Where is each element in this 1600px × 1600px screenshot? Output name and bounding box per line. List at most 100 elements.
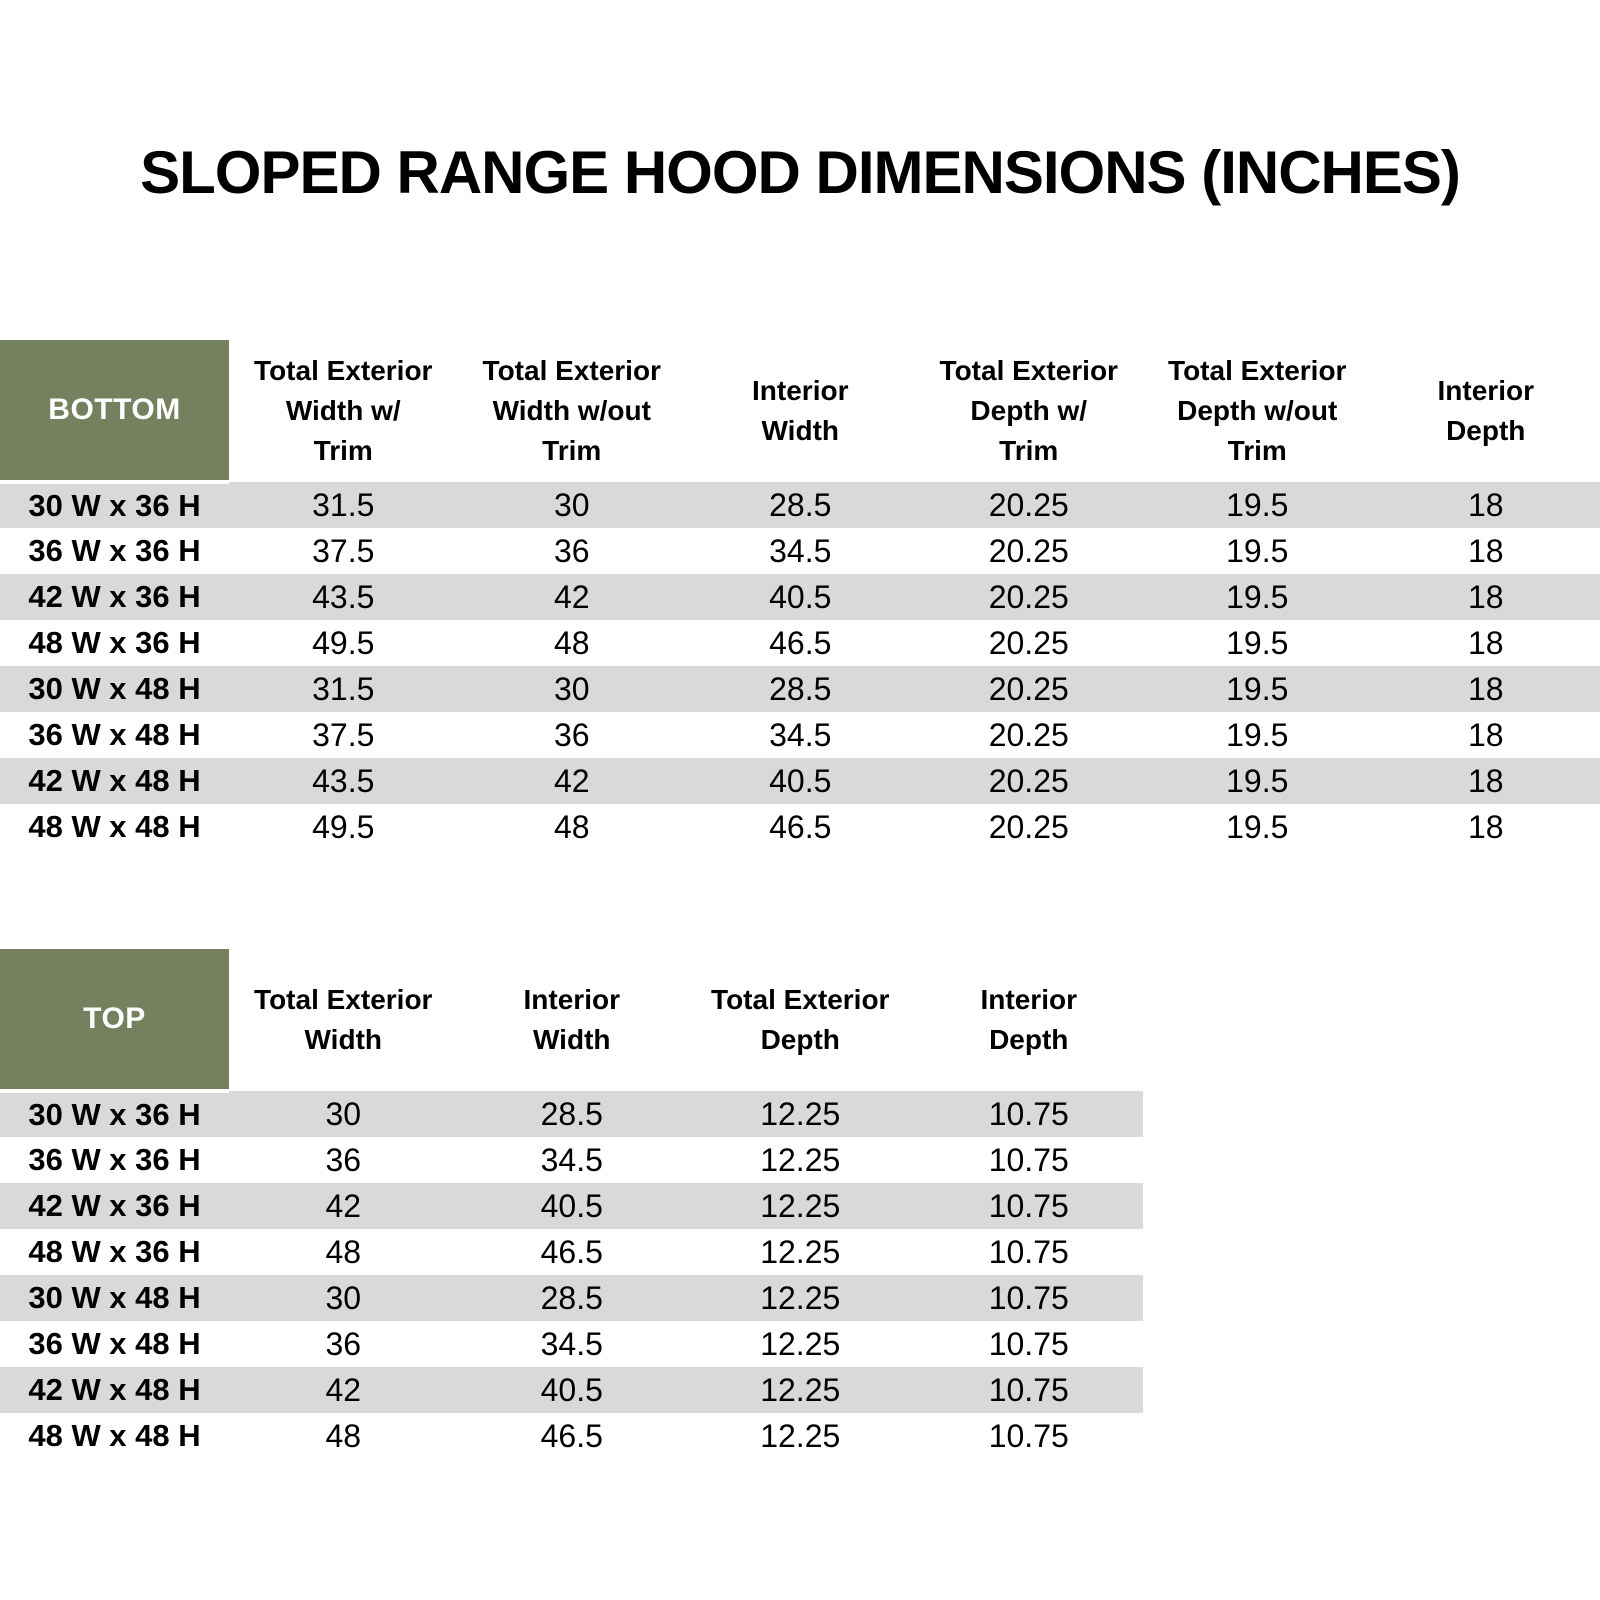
dimension-value: 30	[553, 670, 590, 707]
dimension-value: 12.25	[760, 1325, 841, 1362]
dimension-value: 10.75	[988, 1233, 1069, 1270]
dimension-value: 28.5	[769, 670, 832, 707]
top-header-row: TOP Total Exterior Width Interior Width …	[0, 949, 1143, 1093]
page-title: SLOPED RANGE HOOD DIMENSIONS (INCHES)	[140, 139, 1461, 206]
dimension-value: 48	[325, 1233, 362, 1270]
table-row: 36 W x 48 H 36 34.5 12.25 10.75	[0, 1321, 1143, 1367]
row-label: 36 W x 48 H	[28, 1326, 201, 1361]
dimension-value: 20.25	[988, 624, 1069, 661]
row-label: 48 W x 48 H	[28, 1418, 201, 1453]
dimension-value: 19.5	[1226, 486, 1289, 523]
dimension-value: 18	[1467, 716, 1504, 753]
table-row: 30 W x 48 H 31.5 30 28.5 20.25 19.5 18	[0, 666, 1600, 712]
column-header: Total Exterior Width w/out Trim	[457, 340, 686, 482]
bottom-corner-header: BOTTOM	[0, 340, 229, 484]
column-header: Total Exterior Width	[229, 949, 458, 1091]
dimension-value: 19.5	[1226, 624, 1289, 661]
dimension-value: 43.5	[312, 578, 375, 615]
table-row: 42 W x 48 H 43.5 42 40.5 20.25 19.5 18	[0, 758, 1600, 804]
dimension-value: 30	[325, 1279, 362, 1316]
dimension-value: 31.5	[312, 486, 375, 523]
dimension-value: 49.5	[312, 808, 375, 845]
row-label: 30 W x 36 H	[28, 488, 201, 523]
dimension-value: 34.5	[769, 716, 832, 753]
dimension-value: 36	[553, 532, 590, 569]
row-label: 30 W x 36 H	[28, 1097, 201, 1132]
dimension-value: 40.5	[540, 1187, 603, 1224]
dimension-value: 10.75	[988, 1141, 1069, 1178]
dimension-value: 36	[325, 1141, 362, 1178]
table-row: 48 W x 36 H 49.5 48 46.5 20.25 19.5 18	[0, 620, 1600, 666]
dimension-value: 37.5	[312, 532, 375, 569]
dimension-value: 34.5	[540, 1325, 603, 1362]
dimension-value: 46.5	[540, 1417, 603, 1454]
dimension-value: 10.75	[988, 1371, 1069, 1408]
dimension-value: 10.75	[988, 1095, 1069, 1132]
dimension-value: 10.75	[988, 1325, 1069, 1362]
dimension-value: 46.5	[769, 624, 832, 661]
dimension-value: 20.25	[988, 762, 1069, 799]
table-row: 30 W x 48 H 30 28.5 12.25 10.75	[0, 1275, 1143, 1321]
dimension-value: 10.75	[988, 1279, 1069, 1316]
table-row: 36 W x 36 H 36 34.5 12.25 10.75	[0, 1137, 1143, 1183]
dimension-value: 43.5	[312, 762, 375, 799]
dimension-value: 12.25	[760, 1095, 841, 1132]
table-row: 30 W x 36 H 30 28.5 12.25 10.75	[0, 1091, 1143, 1137]
column-header: Interior Width	[457, 949, 686, 1091]
table-row: 36 W x 36 H 37.5 36 34.5 20.25 19.5 18	[0, 528, 1600, 574]
column-header: Total Exterior Depth w/ Trim	[914, 340, 1143, 482]
dimension-value: 18	[1467, 532, 1504, 569]
column-header: Interior Depth	[1371, 340, 1600, 482]
dimension-value: 42	[553, 762, 590, 799]
row-label: 36 W x 36 H	[28, 533, 201, 568]
dimension-value: 40.5	[540, 1371, 603, 1408]
dimension-value: 18	[1467, 624, 1504, 661]
dimension-value: 36	[553, 716, 590, 753]
dimension-value: 28.5	[769, 486, 832, 523]
row-label: 30 W x 48 H	[28, 1280, 201, 1315]
dimension-value: 20.25	[988, 808, 1069, 845]
dimension-value: 48	[325, 1417, 362, 1454]
dimension-value: 12.25	[760, 1417, 841, 1454]
row-label: 48 W x 48 H	[28, 809, 201, 844]
dimension-value: 10.75	[988, 1187, 1069, 1224]
dimension-value: 20.25	[988, 716, 1069, 753]
dimension-value: 40.5	[769, 578, 832, 615]
dimension-value: 30	[325, 1095, 362, 1132]
dimension-value: 34.5	[540, 1141, 603, 1178]
dimension-value: 31.5	[312, 670, 375, 707]
dimension-value: 49.5	[312, 624, 375, 661]
row-label: 36 W x 36 H	[28, 1142, 201, 1177]
dimension-value: 42	[325, 1187, 362, 1224]
dimension-value: 18	[1467, 762, 1504, 799]
dimension-value: 28.5	[540, 1095, 603, 1132]
table-row: 42 W x 36 H 43.5 42 40.5 20.25 19.5 18	[0, 574, 1600, 620]
dimension-value: 18	[1467, 578, 1504, 615]
table-row: 48 W x 48 H 49.5 48 46.5 20.25 19.5 18	[0, 804, 1600, 850]
dimension-value: 19.5	[1226, 716, 1289, 753]
dimension-value: 48	[553, 808, 590, 845]
dimension-value: 20.25	[988, 578, 1069, 615]
dimension-value: 19.5	[1226, 670, 1289, 707]
dimension-value: 48	[553, 624, 590, 661]
column-header: Total Exterior Width w/ Trim	[229, 340, 458, 482]
row-label: 30 W x 48 H	[28, 671, 201, 706]
dimension-value: 30	[553, 486, 590, 523]
column-header: Total Exterior Depth w/out Trim	[1143, 340, 1372, 482]
column-header: Total Exterior Depth	[686, 949, 915, 1091]
dimension-value: 18	[1467, 808, 1504, 845]
dimension-value: 40.5	[769, 762, 832, 799]
row-label: 42 W x 48 H	[28, 1372, 201, 1407]
column-header: Interior Width	[686, 340, 915, 482]
column-header: Interior Depth	[914, 949, 1143, 1091]
dimension-value: 12.25	[760, 1141, 841, 1178]
dimension-value: 19.5	[1226, 762, 1289, 799]
dimension-value: 20.25	[988, 532, 1069, 569]
table-row: 42 W x 36 H 42 40.5 12.25 10.75	[0, 1183, 1143, 1229]
dimension-value: 37.5	[312, 716, 375, 753]
row-label: 42 W x 36 H	[28, 1188, 201, 1223]
dimension-value: 42	[553, 578, 590, 615]
dimension-value: 12.25	[760, 1233, 841, 1270]
dimension-value: 34.5	[769, 532, 832, 569]
